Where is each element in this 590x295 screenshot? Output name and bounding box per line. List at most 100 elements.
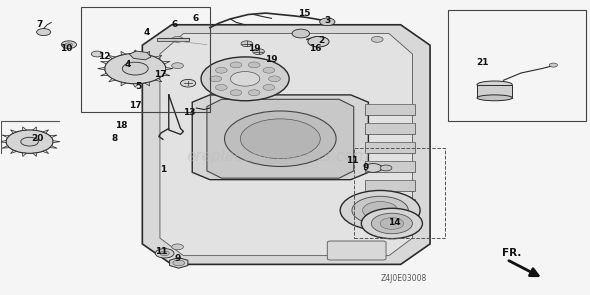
Circle shape: [364, 163, 382, 172]
Circle shape: [215, 67, 227, 73]
Circle shape: [172, 244, 183, 250]
Circle shape: [230, 90, 242, 96]
Circle shape: [61, 41, 77, 48]
Circle shape: [248, 90, 260, 96]
Circle shape: [371, 165, 383, 171]
Text: 6: 6: [172, 20, 178, 29]
Circle shape: [292, 29, 310, 38]
Circle shape: [268, 76, 280, 82]
Circle shape: [215, 84, 227, 90]
Polygon shape: [100, 73, 108, 76]
Polygon shape: [0, 141, 6, 143]
Text: 17: 17: [153, 70, 166, 79]
Polygon shape: [207, 99, 354, 178]
Polygon shape: [50, 146, 57, 148]
Bar: [81, 7, 210, 112]
Text: 18: 18: [116, 121, 128, 130]
Circle shape: [248, 62, 260, 68]
Polygon shape: [192, 95, 368, 180]
Bar: [365, 104, 415, 115]
Text: 8: 8: [112, 134, 118, 143]
Polygon shape: [2, 135, 9, 137]
Circle shape: [201, 57, 289, 101]
Polygon shape: [160, 34, 412, 256]
Circle shape: [371, 37, 383, 42]
Text: 4: 4: [144, 27, 150, 37]
Circle shape: [380, 218, 404, 229]
Polygon shape: [22, 127, 27, 131]
Bar: [365, 199, 415, 210]
FancyBboxPatch shape: [327, 241, 386, 260]
Bar: [448, 10, 586, 121]
Circle shape: [105, 53, 166, 84]
Polygon shape: [155, 78, 162, 82]
Polygon shape: [145, 51, 150, 55]
Text: 20: 20: [32, 134, 44, 143]
Polygon shape: [32, 127, 37, 131]
Text: 12: 12: [98, 53, 110, 61]
Text: 11: 11: [346, 156, 359, 165]
Text: 5: 5: [135, 82, 142, 91]
Polygon shape: [121, 82, 126, 86]
Circle shape: [173, 260, 185, 266]
Circle shape: [6, 130, 53, 153]
Polygon shape: [100, 61, 108, 64]
Circle shape: [230, 62, 242, 68]
Circle shape: [155, 249, 174, 258]
Text: 14: 14: [389, 217, 401, 227]
Text: 9: 9: [175, 254, 181, 263]
Circle shape: [225, 111, 336, 166]
Polygon shape: [32, 153, 37, 156]
Text: FR.: FR.: [502, 248, 522, 258]
Polygon shape: [169, 258, 188, 268]
Circle shape: [371, 213, 412, 234]
Circle shape: [352, 196, 408, 224]
Circle shape: [308, 37, 329, 47]
Text: 15: 15: [297, 9, 310, 18]
Circle shape: [181, 79, 196, 87]
Circle shape: [380, 165, 392, 171]
Bar: [365, 123, 415, 134]
Circle shape: [263, 84, 275, 90]
Bar: [157, 38, 189, 41]
Bar: [365, 161, 415, 172]
Polygon shape: [109, 78, 116, 82]
Circle shape: [361, 208, 422, 239]
Text: ereplacementparts.com: ereplacementparts.com: [186, 149, 369, 164]
Circle shape: [231, 71, 260, 86]
Polygon shape: [142, 25, 430, 264]
Text: 21: 21: [477, 58, 489, 67]
Text: 2: 2: [318, 36, 325, 45]
Text: 7: 7: [37, 20, 42, 29]
Circle shape: [320, 18, 335, 26]
Bar: [477, 85, 512, 98]
Polygon shape: [162, 73, 170, 76]
Polygon shape: [42, 150, 48, 153]
Polygon shape: [109, 55, 116, 59]
Polygon shape: [166, 68, 173, 70]
Polygon shape: [2, 146, 9, 148]
Circle shape: [65, 43, 73, 46]
Polygon shape: [155, 55, 162, 59]
Polygon shape: [11, 150, 17, 153]
Text: 13: 13: [183, 108, 195, 117]
Circle shape: [21, 137, 38, 146]
Circle shape: [160, 251, 169, 256]
Text: 19: 19: [265, 55, 278, 64]
Polygon shape: [42, 130, 48, 133]
Circle shape: [172, 63, 183, 69]
Circle shape: [549, 63, 558, 67]
Text: 10: 10: [60, 44, 72, 53]
Polygon shape: [11, 130, 17, 133]
Circle shape: [172, 37, 183, 42]
Polygon shape: [22, 153, 27, 156]
Circle shape: [241, 41, 253, 47]
Circle shape: [253, 49, 264, 55]
Circle shape: [122, 62, 148, 75]
Circle shape: [340, 191, 420, 230]
Circle shape: [37, 29, 51, 36]
Polygon shape: [145, 82, 150, 86]
Polygon shape: [162, 61, 170, 64]
Circle shape: [263, 67, 275, 73]
Polygon shape: [98, 68, 105, 70]
